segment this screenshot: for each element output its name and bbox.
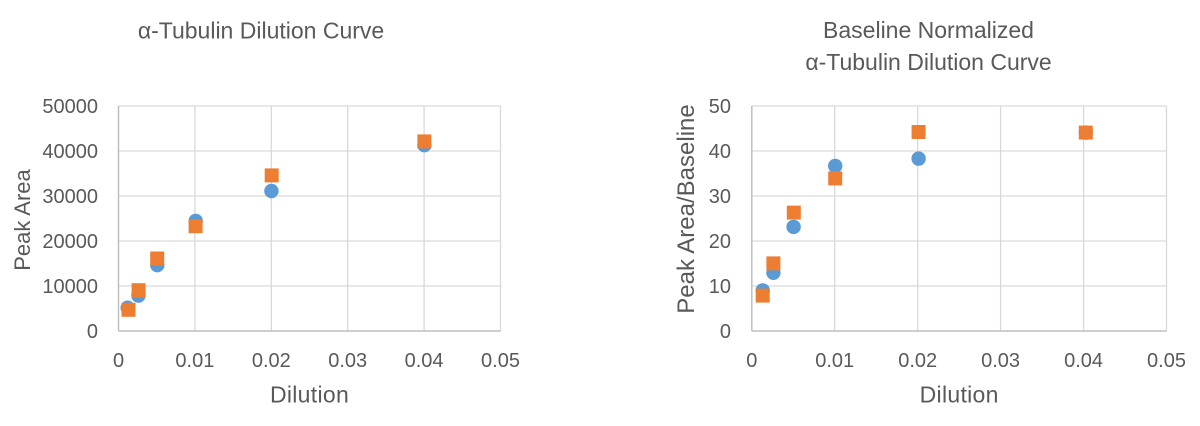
svg-text:0.01: 0.01 [815,350,854,372]
svg-text:0.03: 0.03 [981,350,1020,372]
svg-text:30: 30 [709,186,731,208]
svg-text:Dilution: Dilution [920,382,999,408]
svg-text:40000: 40000 [42,141,98,163]
svg-text:α-Tubulin Dilution Curve: α-Tubulin Dilution Curve [138,17,384,43]
svg-text:Dilution: Dilution [270,382,349,408]
svg-text:10000: 10000 [42,276,98,298]
svg-text:0.04: 0.04 [1064,350,1103,372]
svg-text:0.04: 0.04 [405,350,444,372]
svg-text:Peak Area/Baseline: Peak Area/Baseline [673,104,700,313]
svg-text:0.05: 0.05 [481,350,520,372]
svg-text:50000: 50000 [42,96,98,118]
svg-text:0: 0 [720,321,731,343]
svg-text:40: 40 [709,141,731,163]
svg-text:10: 10 [709,276,731,298]
svg-text:0.02: 0.02 [898,350,937,372]
svg-text:50: 50 [709,96,731,118]
svg-text:0: 0 [87,321,98,343]
svg-text:Peak Area: Peak Area [10,168,35,270]
svg-text:0: 0 [113,350,124,372]
svg-text:0.02: 0.02 [252,350,291,372]
svg-text:0.05: 0.05 [1147,350,1186,372]
svg-text:0.01: 0.01 [175,350,214,372]
svg-text:20: 20 [709,231,731,253]
svg-text:0: 0 [746,350,757,372]
svg-text:α-Tubulin Dilution Curve: α-Tubulin Dilution Curve [805,49,1051,75]
svg-text:Baseline Normalized: Baseline Normalized [823,17,1034,43]
svg-text:20000: 20000 [42,231,98,253]
svg-text:30000: 30000 [42,186,98,208]
svg-text:0.03: 0.03 [328,350,367,372]
